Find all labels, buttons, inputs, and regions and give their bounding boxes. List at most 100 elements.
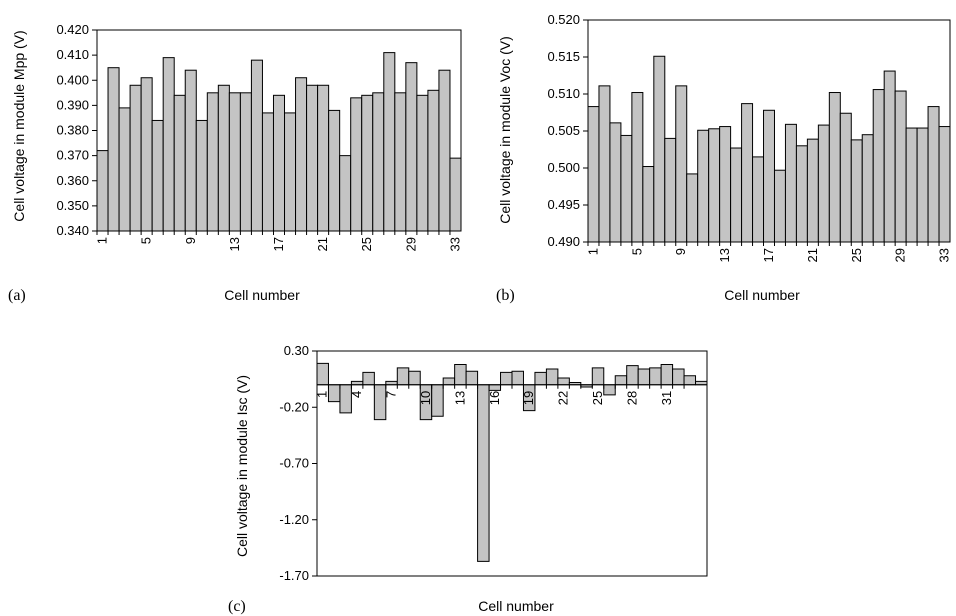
y-tick-label: 0.490 [547,234,580,249]
bar [129,84,142,232]
bar [675,85,688,243]
bar [454,364,467,386]
x-tick-label: 29 [403,237,418,251]
bar [752,156,765,243]
bar [250,59,263,232]
x-tick-label: 9 [183,237,198,244]
bar [828,92,841,243]
panel-label-c: (c) [228,598,246,615]
bar [217,84,230,232]
x-tick-label: 21 [805,248,820,262]
x-tick-label: 33 [937,248,952,262]
y-axis-label-c: Cell voltage in module Isc (V) [234,375,250,557]
x-tick-label: 19 [521,391,536,405]
y-tick-label: 0.520 [547,12,580,27]
x-tick-label: 25 [359,237,374,251]
bar [784,123,797,243]
bar [383,52,396,232]
y-axis-label-b: Cell voltage in module Voc (V) [497,36,513,224]
bar [173,94,186,232]
x-tick-label: 16 [487,391,502,405]
bar [184,69,197,232]
bar [431,384,444,417]
bar [511,370,524,386]
bar [861,134,874,243]
x-tick-label: 1 [95,237,110,244]
bar [883,70,896,243]
bar [449,157,462,232]
x-tick-label: 25 [590,391,605,405]
x-tick-label: 28 [624,391,639,405]
bar [416,94,429,232]
bar [626,365,639,386]
bar [642,166,655,243]
chart-panel-c: (c) Cell number Cell voltage in module I… [228,343,708,615]
bar [683,375,697,386]
bar [534,371,547,386]
bar [631,92,644,243]
bar [488,384,502,391]
bar [438,69,451,232]
y-tick-label: 0.30 [284,343,309,358]
bar [620,134,633,243]
bar [151,119,164,232]
bar [598,85,611,243]
bar [839,112,852,243]
y-tick-label: 0.400 [56,72,89,87]
bar [557,377,570,386]
bar [405,62,418,232]
x-tick-label: 21 [315,237,330,251]
bar [817,124,830,243]
y-tick-label: 0.380 [56,123,89,138]
bar [306,84,319,232]
x-tick-label: 17 [271,237,286,251]
bar [708,128,721,243]
bar [637,368,651,386]
bar [396,367,410,386]
y-tick-label: -1.20 [279,512,309,527]
bar [361,94,374,232]
bar [730,147,743,243]
chart-panel-a: (a) Cell number Cell voltage in module M… [8,22,462,304]
bar [327,384,341,403]
bar [195,119,208,232]
y-tick-label: 0.505 [547,123,580,138]
x-tick-label: 10 [418,391,433,405]
bar [107,67,120,232]
x-tick-label: 25 [849,248,864,262]
bar [587,106,600,243]
x-tick-label: 13 [717,248,732,262]
bar [339,155,352,232]
panel-label-b: (b) [496,287,515,304]
y-tick-label: 0.370 [56,148,89,163]
y-tick-label: 0.495 [547,197,580,212]
x-axis-label-a: Cell number [224,287,300,303]
x-tick-label: 13 [227,237,242,251]
bar [741,103,754,243]
panel-label-a: (a) [8,287,26,304]
y-tick-label: 0.390 [56,97,89,112]
bar [719,126,732,243]
bar [477,384,490,562]
y-tick-label: 0.515 [547,49,580,64]
bar [806,138,819,243]
bar [140,77,153,232]
x-tick-label: 22 [556,391,571,405]
y-tick-label: 0.420 [56,22,89,37]
y-tick-label: -1.70 [279,568,309,583]
x-tick-label: 13 [452,391,467,405]
bar [763,109,775,243]
y-tick-label: 0.350 [56,198,89,213]
bar [609,122,622,243]
bar [850,139,863,243]
bar [591,367,605,386]
y-tick-label: 0.340 [56,223,89,238]
bar [118,107,131,232]
bar [649,367,662,386]
bar [162,57,175,232]
x-tick-label: 7 [384,391,399,398]
bar [894,90,907,243]
bar [317,84,330,232]
bar [372,92,385,232]
bar [295,77,308,232]
